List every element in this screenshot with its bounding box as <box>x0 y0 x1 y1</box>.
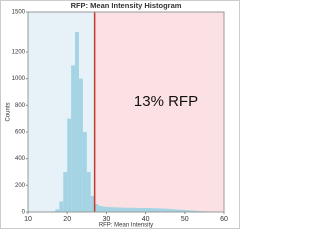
bar <box>188 210 193 212</box>
bar <box>122 207 126 212</box>
y-tick-label: 400 <box>15 156 26 162</box>
bar <box>137 208 142 212</box>
bar <box>59 201 64 212</box>
y-tick-label: 0 <box>22 210 26 216</box>
x-axis-label: RFP: Mean Intensity <box>99 223 153 229</box>
bar <box>173 209 177 212</box>
bar <box>196 210 201 212</box>
plot-border <box>27 11 225 213</box>
bar <box>118 207 123 212</box>
bar <box>71 65 76 212</box>
bar <box>78 78 83 213</box>
x-tick-label: 10 <box>24 216 32 223</box>
bar <box>161 208 166 212</box>
bar <box>106 206 111 212</box>
y-tick-label: 600 <box>15 130 26 136</box>
y-axis-label: Counts <box>6 102 12 121</box>
chart: RFP: Mean Intensity Histogram Counts RFP… <box>0 0 240 229</box>
bar <box>94 204 99 212</box>
bar <box>176 209 181 212</box>
bar <box>133 207 138 212</box>
bar <box>102 206 107 212</box>
bar <box>129 207 134 212</box>
bar <box>141 208 146 212</box>
bar <box>67 118 72 212</box>
bar <box>165 208 170 212</box>
bar <box>126 207 130 212</box>
x-tick-label: 20 <box>63 216 71 223</box>
y-tick-label: 1500 <box>12 10 26 16</box>
y-tick-label: 800 <box>15 103 26 109</box>
bar <box>184 210 189 212</box>
right-region <box>94 12 224 212</box>
x-tick-label: 50 <box>181 216 189 223</box>
bar <box>82 132 87 212</box>
bar <box>55 209 60 212</box>
bar <box>180 209 185 212</box>
bar <box>86 172 91 212</box>
bar <box>169 209 174 212</box>
bar <box>90 196 95 212</box>
bar <box>63 172 68 212</box>
x-tick-label: 30 <box>103 216 111 223</box>
bar <box>145 208 150 212</box>
bar <box>149 208 154 212</box>
bar <box>110 207 115 212</box>
x-tick-label: 40 <box>142 216 150 223</box>
annotation: 13% RFP <box>134 93 198 110</box>
bar <box>153 208 158 212</box>
chart-title: RFP: Mean Intensity Histogram <box>71 1 182 10</box>
bar <box>192 210 197 212</box>
bar <box>157 208 162 212</box>
bar <box>98 206 103 212</box>
y-tick-label: 200 <box>15 183 26 189</box>
y-tick-label: 1200 <box>12 50 26 56</box>
y-tick-label: 1000 <box>12 76 26 82</box>
bar <box>75 32 79 212</box>
bar <box>114 207 119 212</box>
x-tick-label: 60 <box>220 216 228 223</box>
